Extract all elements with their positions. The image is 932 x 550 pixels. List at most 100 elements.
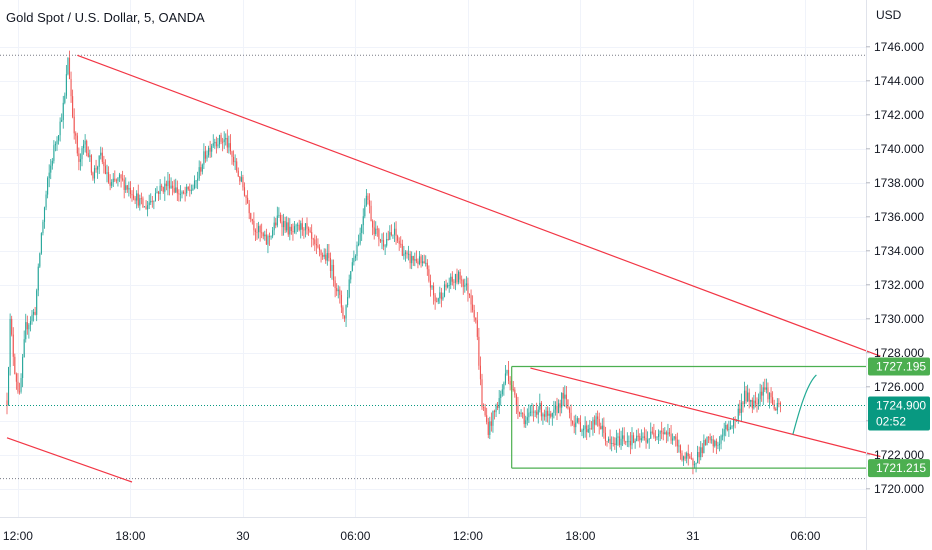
candle-body	[490, 421, 492, 426]
candle-body	[737, 408, 739, 420]
candle-body	[298, 224, 300, 230]
candle-body	[106, 172, 108, 175]
candle-body	[593, 419, 596, 425]
trendline[interactable]	[530, 367, 881, 458]
candle-body	[8, 366, 10, 406]
candle-body	[286, 222, 288, 231]
candle-body	[42, 221, 44, 234]
candle-body	[606, 440, 608, 442]
candle-body	[259, 226, 261, 233]
candle-body	[687, 453, 689, 457]
price-tick-label: 1730.000	[874, 312, 924, 326]
candle-body	[708, 436, 710, 438]
candle-body	[692, 459, 694, 466]
candle-body	[584, 425, 586, 429]
candle-body	[201, 164, 203, 172]
candle-body	[642, 436, 644, 439]
candle-body	[331, 264, 333, 271]
drawings[interactable]	[0, 54, 881, 483]
candle-body	[548, 413, 550, 416]
candle-body	[29, 321, 31, 325]
candle-body	[208, 147, 210, 156]
candle-body	[414, 259, 416, 261]
candle-body	[268, 236, 271, 237]
candle-body	[267, 236, 269, 245]
candle-body	[195, 180, 197, 182]
candle-body	[354, 256, 356, 258]
candle-body	[367, 195, 369, 201]
candle-body	[751, 400, 753, 409]
candle-body	[420, 256, 422, 264]
candle-body	[758, 399, 760, 404]
candle-body	[639, 435, 641, 441]
candle-body	[89, 155, 91, 157]
candle-body	[186, 186, 188, 194]
candle-body	[542, 414, 544, 417]
candle-body	[184, 193, 186, 194]
candle-body	[573, 423, 575, 428]
candle-body	[95, 168, 97, 170]
candle-body	[592, 419, 594, 430]
candle-body	[622, 435, 624, 439]
candle-body	[36, 290, 38, 315]
candle-body	[215, 141, 217, 147]
projection-path[interactable]	[792, 374, 817, 435]
candle-body	[117, 177, 119, 181]
candle-body	[539, 402, 541, 410]
candle-body	[723, 429, 725, 436]
candle-body	[300, 223, 302, 230]
candle-body	[317, 245, 319, 248]
candle-body	[389, 232, 391, 240]
trendline[interactable]	[6, 437, 133, 483]
candle-body	[634, 440, 636, 443]
candle-body	[726, 425, 728, 431]
candle-body	[306, 223, 308, 229]
candle-body	[531, 411, 533, 413]
candle-body	[270, 236, 272, 238]
candle-body	[533, 411, 535, 413]
candle-body	[742, 402, 744, 404]
candle-body	[65, 74, 67, 96]
candle-body	[431, 285, 433, 288]
candle-body	[284, 220, 286, 231]
candle-body	[350, 271, 352, 280]
candle-body	[697, 451, 699, 463]
time-tick-label: 06:00	[340, 529, 370, 543]
trendline[interactable]	[77, 54, 881, 357]
candle-body	[289, 226, 291, 235]
candle-body	[314, 239, 316, 245]
price-tick-label: 1738.000	[874, 176, 924, 190]
candle-body	[192, 188, 194, 191]
candle-body	[20, 377, 22, 392]
candle-body	[204, 151, 206, 159]
candle-body	[643, 436, 646, 438]
candle-body	[661, 430, 663, 433]
candle-body	[131, 193, 133, 196]
candle-body	[293, 226, 296, 233]
candle-body	[200, 167, 202, 172]
candle-body	[272, 230, 274, 237]
time-axis[interactable]: 12:00 18:00 30 06:00 12:00 18:00 31 06:00	[0, 517, 866, 544]
candle-body	[181, 191, 183, 194]
candle-body	[147, 205, 149, 210]
candle-body	[537, 409, 539, 415]
candle-body	[47, 177, 49, 195]
candle-body	[253, 220, 255, 231]
candle-body	[281, 221, 283, 228]
candle-body	[75, 133, 77, 136]
candle-body	[514, 389, 516, 395]
candle-body	[693, 464, 696, 466]
candle-body	[565, 394, 567, 400]
candle-body	[40, 233, 42, 254]
candle-body	[603, 425, 605, 433]
candle-body	[778, 403, 780, 404]
candle-body	[536, 411, 538, 415]
candle-body	[450, 276, 452, 285]
candle-body	[290, 226, 292, 231]
candle-body	[190, 190, 192, 192]
candle-body	[153, 200, 155, 202]
candle-body	[25, 322, 27, 340]
candle-body	[108, 172, 110, 183]
